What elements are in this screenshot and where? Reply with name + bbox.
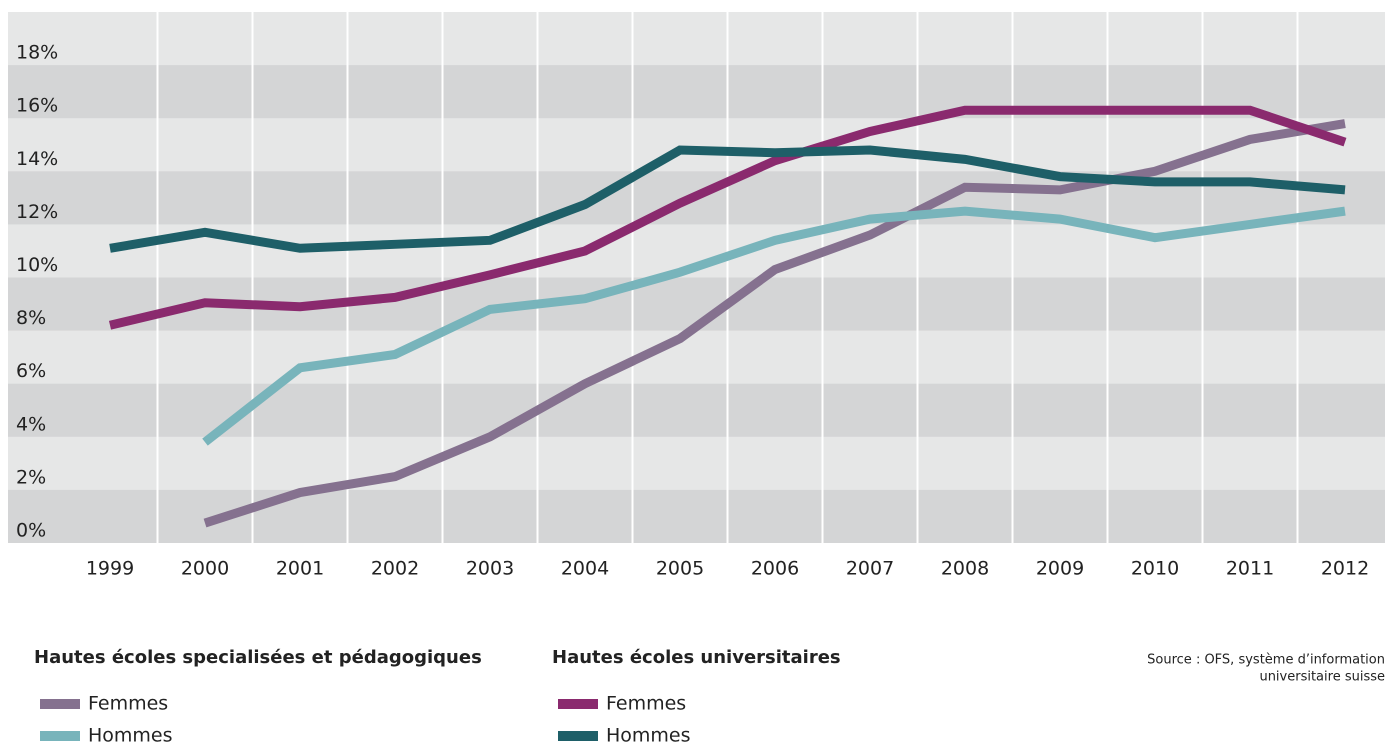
x-tick-label: 2009	[1036, 558, 1084, 580]
x-tick-label: 2000	[181, 558, 229, 580]
x-tick-label: 2007	[846, 558, 894, 580]
y-tick-label: 6%	[16, 360, 46, 382]
x-tick-label: 2005	[656, 558, 704, 580]
x-tick-label: 2008	[941, 558, 989, 580]
x-tick-label: 2002	[371, 558, 419, 580]
y-tick-label: 4%	[16, 413, 46, 435]
x-tick-label: 2012	[1321, 558, 1369, 580]
source-note: Source : OFS, système d’information	[1147, 653, 1385, 668]
x-tick-label: 2001	[276, 558, 324, 580]
y-tick-label: 8%	[16, 307, 46, 329]
y-tick-label: 10%	[16, 254, 58, 276]
grid-band	[8, 383, 1385, 437]
x-tick-label: 1999	[86, 558, 134, 580]
series-line	[109, 145, 1346, 253]
legend-label: Hommes	[606, 725, 691, 747]
y-tick-label: 12%	[16, 201, 58, 223]
series-line	[202, 206, 1346, 446]
legend-swatch	[40, 731, 80, 741]
series-line	[203, 119, 1346, 528]
source-note: universitaire suisse	[1259, 670, 1385, 685]
y-tick-label: 0%	[16, 520, 46, 542]
legend-swatch	[40, 699, 80, 709]
series-line	[108, 105, 1347, 330]
legend-label: Hommes	[88, 725, 173, 747]
y-tick-label: 16%	[16, 95, 58, 117]
y-tick-label: 2%	[16, 466, 46, 488]
x-tick-label: 2006	[751, 558, 799, 580]
y-tick-label: 14%	[16, 148, 58, 170]
x-tick-label: 2004	[561, 558, 609, 580]
legend-label: Femmes	[88, 693, 168, 715]
x-tick-label: 2011	[1226, 558, 1274, 580]
legend-label: Femmes	[606, 693, 686, 715]
legend-title: Hautes écoles specialisées et pédagogiqu…	[34, 647, 482, 668]
y-tick-label: 18%	[16, 42, 58, 64]
legend-swatch	[558, 731, 598, 741]
legend-swatch	[558, 699, 598, 709]
x-tick-label: 2003	[466, 558, 514, 580]
legend-title: Hautes écoles universitaires	[552, 647, 841, 668]
x-tick-label: 2010	[1131, 558, 1179, 580]
